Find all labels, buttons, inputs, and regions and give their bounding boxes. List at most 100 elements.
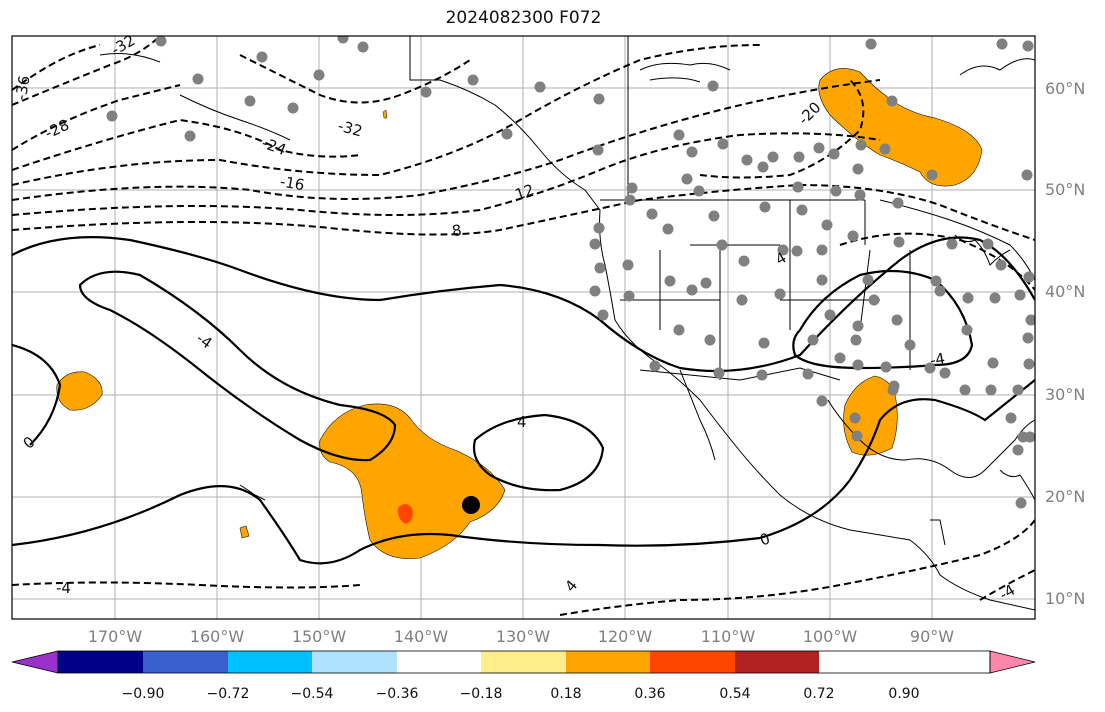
- station-dot: [886, 95, 898, 107]
- contour-minus12: [12, 132, 881, 216]
- station-dot: [1022, 40, 1034, 52]
- contour-minus4-south: [559, 519, 1035, 616]
- station-dot: [155, 36, 167, 47]
- station-dot: [767, 151, 779, 163]
- station-dot: [892, 197, 904, 209]
- station-dot: [880, 361, 892, 373]
- station-dot: [756, 369, 768, 381]
- contour-minus8-se: [979, 569, 1035, 601]
- contour-four-oval: [472, 413, 605, 492]
- colorbar-tick: −0.90: [122, 686, 165, 702]
- station-dot: [757, 161, 769, 173]
- station-dot: [717, 138, 729, 150]
- station-dot: [1012, 444, 1024, 456]
- station-dot: [623, 290, 635, 302]
- lon-label: 110°W: [701, 627, 756, 646]
- station-dot: [946, 238, 958, 250]
- station-dot: [184, 130, 196, 142]
- colorbar-tick: 0.36: [634, 686, 665, 702]
- shade-west-pacific: [56, 371, 103, 411]
- contour-minus4-east: [839, 232, 1035, 291]
- station-dot: [982, 238, 994, 250]
- station-dot: [830, 185, 842, 197]
- station-dot: [622, 259, 634, 271]
- lat-label: 60°N: [1045, 79, 1085, 98]
- station-dot: [552, 25, 563, 36]
- station-dot: [777, 244, 789, 256]
- contour-minus28: [12, 84, 181, 151]
- colorbar-segment: [566, 651, 650, 673]
- station-dot: [1022, 332, 1034, 344]
- lat-axis-labels: 60°N 50°N 40°N 30°N 20°N 10°N: [1045, 79, 1085, 608]
- contour-minus36: [12, 44, 101, 91]
- station-dot: [828, 148, 840, 160]
- station-dot: [686, 146, 698, 158]
- station-dot: [700, 277, 712, 289]
- station-dot: [852, 359, 864, 371]
- contour-minus4-tail: [12, 581, 361, 589]
- station-dot: [849, 412, 861, 424]
- colorbar-extend-max: [989, 650, 1036, 674]
- coastlines: [99, 36, 1035, 611]
- map-title: 2024082300 F072: [445, 8, 602, 28]
- lon-label: 100°W: [803, 627, 858, 646]
- station-dot: [646, 208, 658, 220]
- station-dot: [741, 154, 753, 166]
- contour-minus32: [12, 36, 161, 106]
- station-dot: [759, 201, 771, 213]
- station-dot: [593, 93, 605, 105]
- contour-minus20-box: [699, 79, 865, 179]
- colorbar-tick: −0.54: [291, 686, 334, 702]
- station-dot: [686, 284, 698, 296]
- station-dot: [673, 324, 685, 336]
- lat-label: 40°N: [1045, 282, 1085, 301]
- lon-label: 130°W: [496, 627, 551, 646]
- colorbar-extend-min: [11, 650, 59, 674]
- station-dot: [961, 324, 973, 336]
- station-dot: [816, 244, 828, 256]
- station-dot: [807, 334, 819, 346]
- station-dot: [673, 129, 685, 141]
- station-dot: [851, 430, 863, 442]
- station-dot: [791, 245, 803, 257]
- station-dot: [939, 367, 951, 379]
- station-dot: [962, 292, 974, 304]
- contour-minus20a: [12, 44, 761, 186]
- shade-tiny-hawaii: [239, 525, 250, 539]
- colorbar-segment: [143, 651, 228, 673]
- lat-label: 50°N: [1045, 180, 1085, 199]
- contour-minus8: [12, 183, 1035, 241]
- station-dot: [626, 182, 638, 194]
- station-dot: [862, 274, 874, 286]
- lon-label: 160°W: [190, 627, 245, 646]
- contour-minus32-north: [239, 54, 471, 104]
- colorbar-tick-labels: −0.90 −0.72 −0.54 −0.36 −0.18 0.18 0.36 …: [122, 686, 920, 702]
- station-dot: [796, 204, 808, 216]
- station-dot: [852, 320, 864, 332]
- lat-label: 20°N: [1045, 487, 1085, 506]
- colorbar-segment: [397, 651, 481, 673]
- station-dot: [1023, 271, 1035, 283]
- station-dot: [893, 236, 905, 248]
- station-dot: [995, 259, 1007, 271]
- contour-four-west: [78, 270, 397, 462]
- contour-label: 4: [517, 413, 527, 431]
- colorbar-segment: [735, 651, 819, 673]
- lon-label: 120°W: [598, 627, 653, 646]
- contours: [12, 36, 1035, 616]
- station-dot: [501, 128, 513, 140]
- station-dot: [816, 274, 828, 286]
- colorbar-segment: [58, 651, 143, 673]
- colorbar-tick: 0.90: [888, 686, 919, 702]
- station-dot: [821, 219, 833, 231]
- station-dot: [802, 368, 814, 380]
- station-dot: [985, 384, 997, 396]
- station-dot: [594, 262, 606, 274]
- station-dot: [1012, 384, 1024, 396]
- station-dot: [1021, 169, 1033, 181]
- shade-central-pacific: [319, 403, 506, 559]
- station-dot: [664, 275, 676, 287]
- station-dot: [792, 181, 804, 193]
- map-frame: [11, 35, 1036, 620]
